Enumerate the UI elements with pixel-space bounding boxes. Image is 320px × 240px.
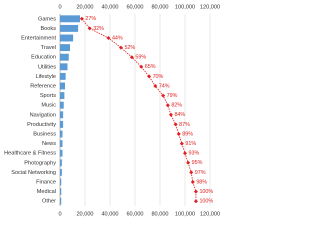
y-tick-label: Travel [41,45,56,51]
data-label: 59% [135,55,146,61]
y-tick-label: News [42,141,56,147]
data-label: 27% [85,16,96,22]
bar [60,72,66,80]
bar [60,120,64,128]
data-label: 32% [93,26,104,32]
data-label: 98% [196,179,207,185]
marker [193,189,198,194]
marker [179,141,184,146]
data-label: 44% [112,35,123,41]
bar [60,197,62,205]
x-top-tick-label: 80,000 [151,4,168,10]
marker [87,26,92,31]
y-tick-label: Productivity [27,122,56,128]
bar [60,44,70,52]
data-label: 65% [145,64,156,70]
bar [60,178,62,186]
y-tick-label: Finance [36,179,56,185]
y-tick-label: Utilities [38,64,56,70]
x-tick-label: 0 [58,211,61,217]
x-top-tick-label: 20,000 [76,4,93,10]
marker [176,132,181,136]
data-label: 97% [195,170,206,176]
y-tick-label: Entertainment [21,35,56,41]
x-tick-label: 20,000 [76,211,93,217]
data-label: 84% [174,112,185,118]
bar [60,63,68,71]
chart: 0 0 20,000 20,000 40,000 40,000 60,000 60,000 80… [4,4,220,217]
marker [147,74,152,79]
marker [139,64,144,69]
data-label: 91% [185,141,196,147]
marker [161,93,166,98]
x-top-tick-label: 60,000 [126,4,143,10]
bar [60,82,65,90]
x-top-tick-label: 120,000 [200,4,220,10]
x-top-tick-label: 100,000 [175,4,195,10]
x-tick-label: 120,000 [200,211,220,217]
bar [60,130,63,138]
y-tick-label: Education [31,55,56,61]
bar [60,140,63,148]
bar [60,188,62,196]
data-label: 52% [124,45,135,51]
y-tick-label: Lifestyle [35,74,56,80]
data-label: 87% [179,122,190,128]
marker [129,55,134,60]
bar [60,149,63,157]
y-tick-label: Healthcare & Fitness [4,151,56,157]
bar [60,92,65,100]
marker [153,84,158,88]
y-tick-label: Reference [30,83,56,89]
y-tick-label: Games [38,16,56,22]
line [81,18,197,202]
data-label: 95% [192,160,203,166]
x-top-tick-label: 0 [58,4,61,10]
y-tick-label: Navigation [30,112,56,118]
marker [193,199,198,204]
data-label: 70% [153,74,164,80]
y-tick-label: Music [41,103,56,109]
x-tick-label: 60,000 [126,211,143,217]
bar [60,111,64,119]
bar [60,159,62,167]
marker [168,112,173,117]
x-top-tick-label: 40,000 [101,4,118,10]
data-label: 93% [189,151,200,157]
bar [60,34,74,42]
y-tick-label: Business [33,131,56,137]
y-tick-label: Medical [37,189,56,195]
marker [79,16,84,21]
x-tick-label: 80,000 [151,211,168,217]
bar [60,168,62,176]
y-tick-label: Other [42,199,56,205]
data-label: 100% [199,199,213,205]
data-label: 74% [159,83,170,89]
data-label: 100% [199,189,213,195]
marker [189,170,194,175]
y-tick-label: Photography [24,160,56,166]
y-tick-label: Books [40,26,56,32]
marker [165,103,170,108]
marker [186,160,191,165]
marker [190,180,195,184]
bar [60,15,80,23]
x-tick-label: 40,000 [101,211,118,217]
x-tick-label: 100,000 [175,211,195,217]
bar [60,101,64,109]
bar [60,53,69,61]
marker [118,45,123,50]
marker [183,151,187,156]
marker [106,36,111,40]
data-label: 79% [167,93,178,99]
y-tick-label: Sports [40,93,56,99]
data-label: 89% [182,131,193,137]
bar [60,24,79,32]
marker [173,122,178,127]
y-tick-label: Social Networking [11,170,56,176]
data-label: 82% [171,103,182,109]
